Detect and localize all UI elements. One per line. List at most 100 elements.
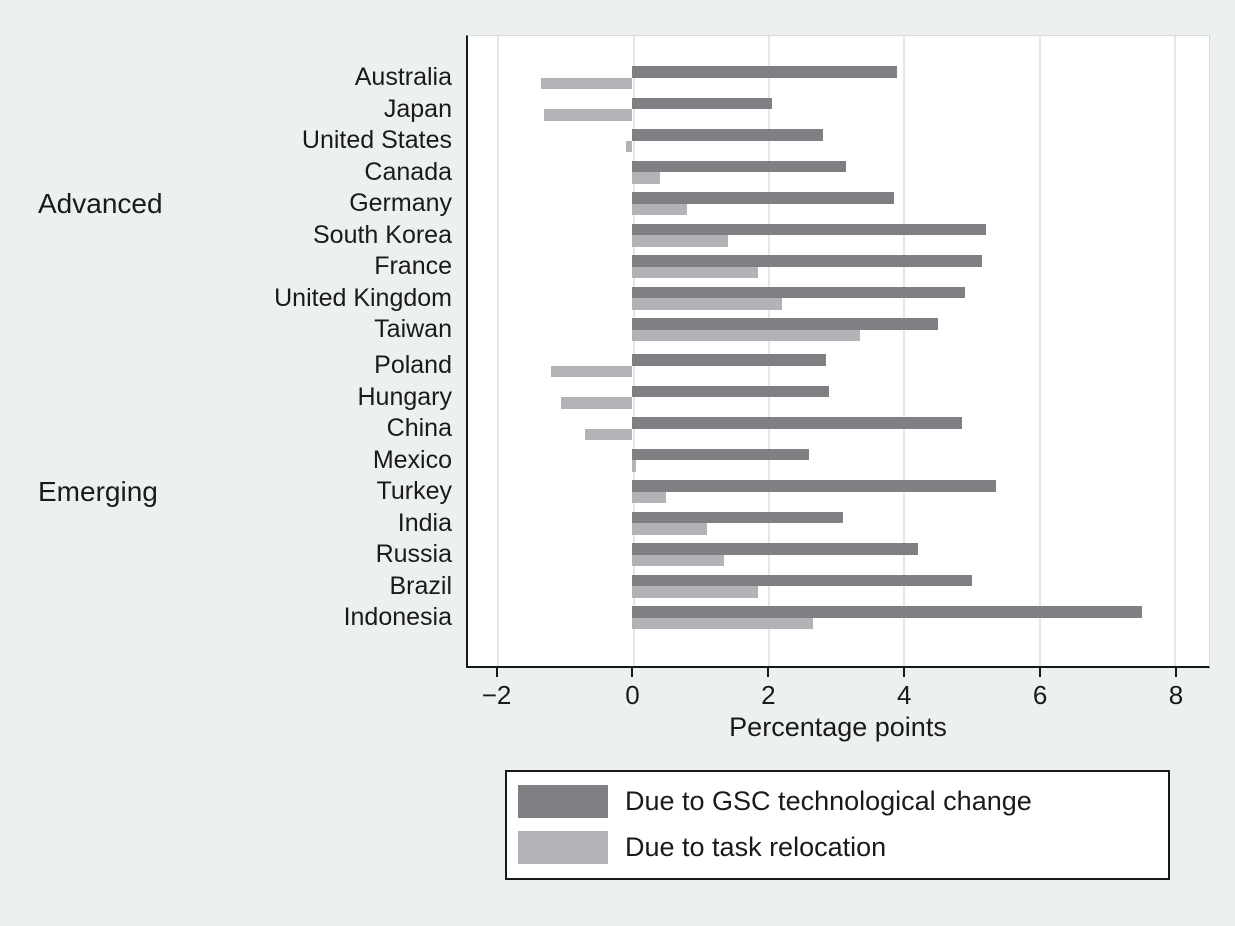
country-row: Canada (0, 157, 1235, 186)
country-row: United Kingdom (0, 283, 1235, 312)
relocation-bar (632, 235, 728, 247)
group-emerging: Poland Hungary China Mexico Turkey India Russi… (0, 351, 1235, 631)
country-label: Taiwan (374, 315, 452, 343)
gsc-bar (632, 318, 939, 330)
country-row: Indonesia (0, 603, 1235, 631)
group-label-emerging: Emerging (38, 475, 158, 507)
x-tick-label-2: 2 (761, 680, 776, 710)
gridline--2 (497, 36, 500, 666)
country-label: Indonesia (343, 603, 452, 631)
gsc-bar (632, 354, 827, 366)
gsc-bar (632, 223, 986, 235)
country-row: Hungary (0, 382, 1235, 411)
country-label: China (386, 414, 452, 442)
relocation-bar (550, 365, 633, 377)
legend-row-relocation: Due to task relocation (518, 831, 1168, 864)
bar-area (466, 286, 1210, 310)
relocation-series-swatch (518, 831, 608, 864)
relocation-bar (632, 329, 861, 341)
country-row: France (0, 252, 1235, 280)
country-label: United States (301, 126, 452, 154)
gsc-bar (632, 160, 847, 172)
gsc-bar (632, 480, 996, 492)
bar-area (466, 385, 1210, 409)
country-label: France (374, 252, 452, 280)
country-row: Japan (0, 94, 1235, 123)
x-tick-4 (903, 668, 906, 677)
gsc-bar (632, 286, 966, 298)
gridline-8 (1174, 36, 1177, 666)
country-row: India (0, 508, 1235, 537)
relocation-bar (540, 77, 633, 89)
bar-area (466, 480, 1210, 503)
x-tick-8 (1175, 668, 1178, 677)
gridline-2 (768, 36, 771, 666)
bar-area (466, 448, 1210, 472)
gsc-bar (632, 192, 895, 204)
chart-rows: Australia Japan United States Canada Germany… (0, 65, 1235, 642)
relocation-bar (632, 298, 782, 310)
gridline-0 (632, 36, 635, 666)
country-row: Australia (0, 65, 1235, 90)
gsc-bar (632, 385, 830, 397)
bar-area (466, 223, 1210, 247)
bar-area (466, 543, 1210, 566)
legend: Due to GSC technological change Due to t… (505, 770, 1170, 880)
x-tick-6 (1039, 668, 1042, 677)
gsc-bar (632, 511, 844, 523)
relocation-bar (632, 460, 636, 472)
country-row: Russia (0, 540, 1235, 568)
bar-area (466, 574, 1210, 598)
country-row: Germany (0, 189, 1235, 217)
bar-area (466, 318, 1210, 341)
country-label: Turkey (376, 477, 452, 505)
relocation-bar (632, 586, 759, 598)
bar-area (466, 129, 1210, 152)
country-label: Japan (383, 94, 452, 123)
x-tick-2 (767, 668, 770, 677)
gsc-bar (632, 574, 973, 586)
bar-area (466, 417, 1210, 440)
country-label: South Korea (313, 220, 452, 249)
plot-area (466, 35, 1210, 668)
x-tick-label-6: 6 (1032, 680, 1048, 710)
gsc-bar (632, 97, 772, 109)
country-label: Germany (349, 189, 452, 217)
x-tick-label--2: −2 (481, 680, 512, 710)
legend-row-gsc: Due to GSC technological change (518, 785, 1168, 818)
bar-area (466, 354, 1210, 377)
x-axis: −2 0 2 4 6 8 (466, 668, 1210, 758)
gsc-bar (632, 66, 898, 78)
country-label: Canada (364, 157, 452, 186)
country-label: Poland (374, 351, 452, 379)
gsc-bar (632, 129, 823, 141)
gridline-6 (1038, 36, 1041, 666)
country-label: Brazil (389, 571, 452, 600)
gsc-bar (632, 543, 918, 555)
country-label: India (397, 508, 452, 537)
country-label: United Kingdom (274, 283, 452, 312)
country-label: Hungary (357, 382, 453, 411)
x-tick-label-8: 8 (1168, 680, 1184, 710)
relocation-bar (561, 397, 633, 409)
x-tick-0 (631, 668, 634, 677)
country-row: Poland (0, 351, 1235, 379)
x-tick-label-0: 0 (625, 680, 640, 710)
group-label-advanced: Advanced (38, 187, 163, 219)
gsc-bar (632, 448, 810, 460)
relocation-bar (632, 203, 687, 215)
bar-area (466, 511, 1210, 535)
x-tick-label-4: 4 (897, 680, 912, 710)
country-row: Brazil (0, 571, 1235, 600)
relocation-bar (632, 554, 725, 566)
country-label: Mexico (372, 445, 452, 474)
x-axis-title: Percentage points (729, 712, 947, 742)
bar-area (466, 192, 1210, 215)
country-label: Russia (375, 540, 452, 568)
x-tick--2 (495, 668, 498, 677)
country-row: Mexico (0, 445, 1235, 474)
gsc-bar (632, 255, 983, 267)
legend-label-relocation: Due to task relocation (625, 832, 887, 862)
relocation-bar (632, 491, 667, 503)
